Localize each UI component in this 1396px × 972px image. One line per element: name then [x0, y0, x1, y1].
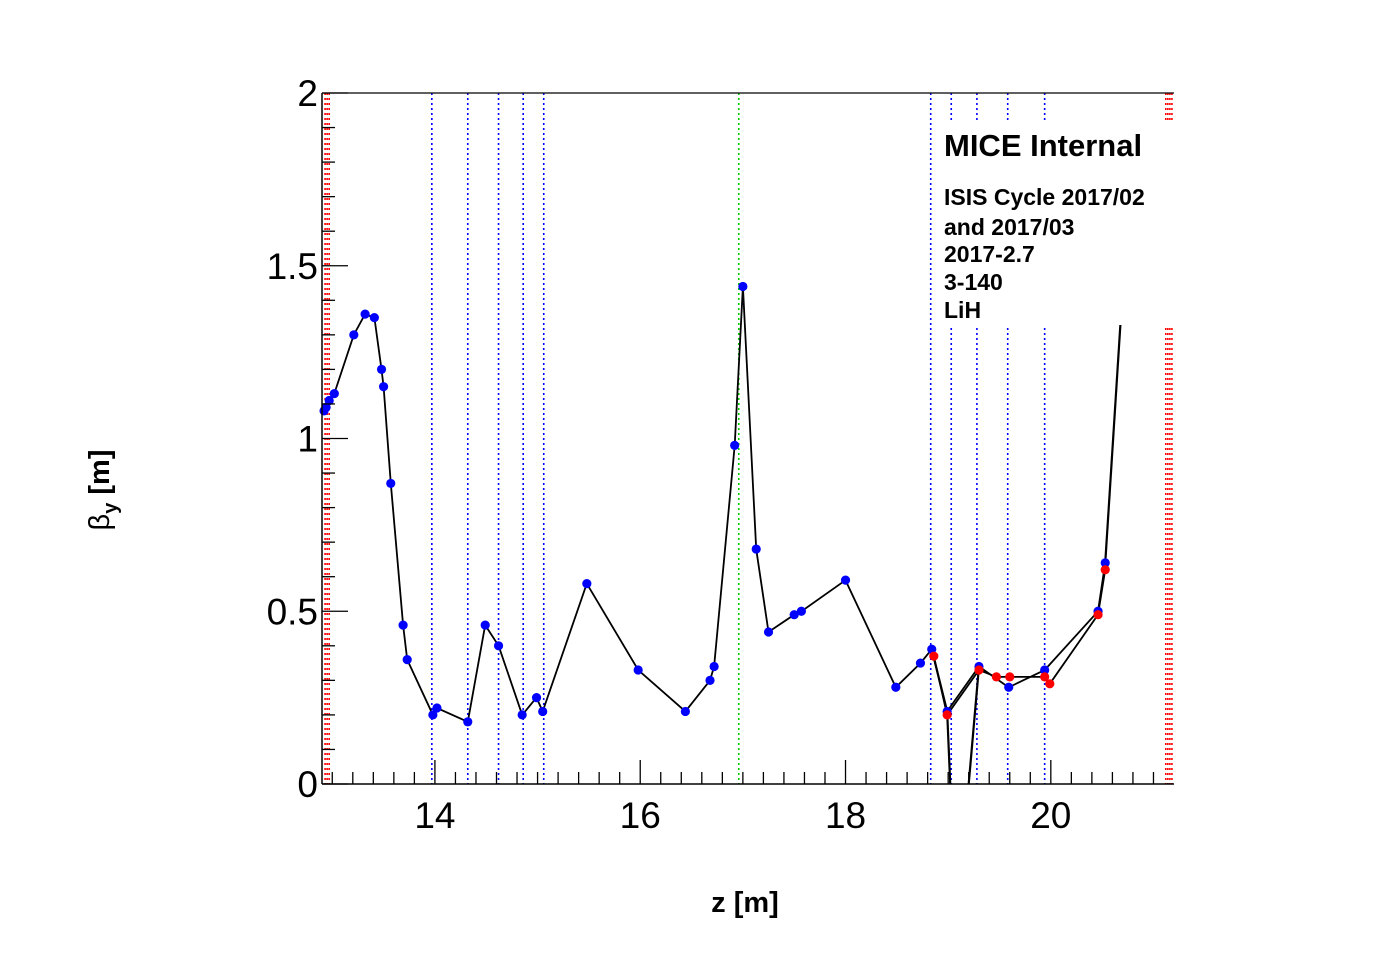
- data-point: [730, 440, 740, 451]
- data-point: [1045, 679, 1055, 689]
- data-point: [369, 312, 379, 323]
- data-point: [1040, 672, 1050, 682]
- x-tick-label: 16: [620, 795, 661, 836]
- data-point: [349, 330, 359, 340]
- data-point: [463, 717, 473, 727]
- data-point: [1004, 682, 1014, 692]
- data-point: [398, 620, 408, 630]
- data-point: [480, 620, 490, 630]
- data-point: [929, 651, 939, 661]
- data-point: [329, 388, 339, 399]
- data-point: [974, 665, 984, 675]
- y-tick-label: 1.5: [267, 246, 318, 287]
- y-tick-label: 0.5: [267, 591, 318, 632]
- data-point: [402, 655, 412, 665]
- data-point: [321, 402, 331, 413]
- x-tick-label: 18: [825, 795, 866, 836]
- x-tick-label: 20: [1030, 795, 1071, 836]
- x-tick-label: 14: [414, 795, 455, 836]
- annotation-title: MICE Internal: [944, 128, 1142, 163]
- x-axis-label: z [m]: [711, 887, 779, 919]
- y-axis-label-subscript: y: [100, 502, 122, 514]
- annotation-line-5: LiH: [944, 297, 981, 323]
- y-axis-label-unit: [m]: [84, 450, 116, 495]
- data-points: [319, 281, 1110, 727]
- y-axis-label-symbol: β: [84, 514, 116, 531]
- data-point: [927, 644, 937, 654]
- annotation-line-3: 2017-2.7: [944, 241, 1035, 267]
- y-tick-label: 0: [297, 764, 318, 805]
- data-point: [378, 382, 389, 392]
- data-point: [891, 682, 901, 692]
- data-point: [705, 675, 715, 685]
- data-point: [633, 665, 643, 675]
- tick-labels: 0 0.5 1 1.5 2 14 16 18 20: [267, 73, 1072, 836]
- data-point: [991, 672, 1002, 682]
- data-point: [763, 627, 774, 637]
- data-point: [789, 610, 799, 620]
- data-point: [428, 710, 438, 720]
- data-point: [1100, 565, 1110, 575]
- data-point: [709, 661, 719, 672]
- data-point: [1040, 665, 1050, 675]
- data-point: [1005, 672, 1015, 682]
- data-curves: [323, 286, 1122, 785]
- data-point: [751, 544, 761, 554]
- data-point: [1093, 610, 1103, 620]
- data-point: [680, 706, 690, 717]
- series-recover-line: [967, 666, 981, 785]
- series-rise-line: [1104, 320, 1122, 563]
- annotation-line-2: and 2017/03: [944, 214, 1074, 240]
- data-point: [738, 281, 748, 292]
- data-point: [386, 478, 396, 489]
- data-point: [942, 710, 952, 720]
- y-tick-label: 1: [297, 419, 318, 460]
- data-point: [1100, 558, 1110, 568]
- data-point: [582, 579, 592, 589]
- data-point: [531, 693, 542, 703]
- data-point: [432, 703, 442, 713]
- data-point: [538, 706, 548, 717]
- data-point: [517, 710, 527, 720]
- annotation-box: [936, 120, 1176, 325]
- annotation-line-4: 3-140: [944, 269, 1003, 295]
- y-tick-label: 2: [297, 73, 318, 114]
- data-point: [796, 606, 806, 616]
- data-point: [376, 364, 387, 374]
- data-point: [915, 658, 926, 668]
- data-point: [493, 641, 504, 651]
- annotation-line-1: ISIS Cycle 2017/02: [944, 184, 1145, 210]
- data-point: [324, 395, 334, 406]
- data-point: [840, 575, 851, 585]
- axes: [321, 92, 1174, 785]
- data-point: [360, 309, 370, 319]
- series-line-0: [323, 286, 1107, 724]
- y-axis-label: βy [m]: [84, 450, 122, 531]
